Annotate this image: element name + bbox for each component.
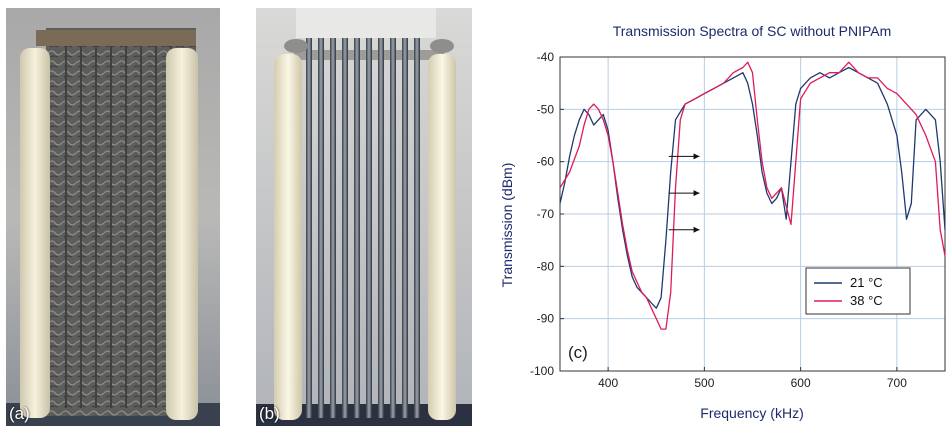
y-axis-ticks: -40 -50 -60 -70 -80 -90 -100 [530,50,564,378]
shift-arrows [668,153,700,233]
photo-panel-b: (b) [256,8,472,426]
y-tick-label: -80 [537,259,555,273]
y-tick-label: -90 [537,312,555,326]
chart-panel-label: (c) [568,343,588,362]
panel-label-b: (b) [259,404,280,423]
panel-label-a: (a) [9,404,30,423]
legend-label-1: 21 °C [850,275,883,290]
y-axis-title: Transmission (dBm) [499,163,515,288]
y-tick-label: -100 [530,364,554,378]
transmission-chart: Transmission Spectra of SC without PNIPA… [490,0,947,428]
y-tick-label: -60 [537,155,555,169]
chart-title: Transmission Spectra of SC without PNIPA… [613,23,892,39]
shift-arrow-head [693,153,700,160]
x-tick-label: 700 [887,376,907,390]
y-tick-label: -70 [537,207,555,221]
x-tick-label: 400 [598,376,618,390]
chart-legend: 21 °C 38 °C [805,267,911,315]
series-layer [559,61,946,330]
legend-box [805,267,911,315]
shift-arrow-head [693,190,700,197]
series-line-2 [559,61,946,330]
shift-arrow-head [693,226,700,233]
x-axis-ticks: 400 500 600 700 [598,367,907,390]
y-tick-label: -50 [537,102,555,116]
x-tick-label: 600 [791,376,811,390]
series-line-1 [559,66,946,309]
x-tick-label: 500 [694,376,714,390]
legend-label-2: 38 °C [850,293,883,308]
photo-panel-a: (a) [6,8,220,426]
x-axis-title: Frequency (kHz) [700,405,803,421]
y-tick-label: -40 [537,50,555,64]
chart-grid [560,56,945,372]
photo-a-illustration [6,8,220,426]
photo-b-illustration [256,8,472,426]
